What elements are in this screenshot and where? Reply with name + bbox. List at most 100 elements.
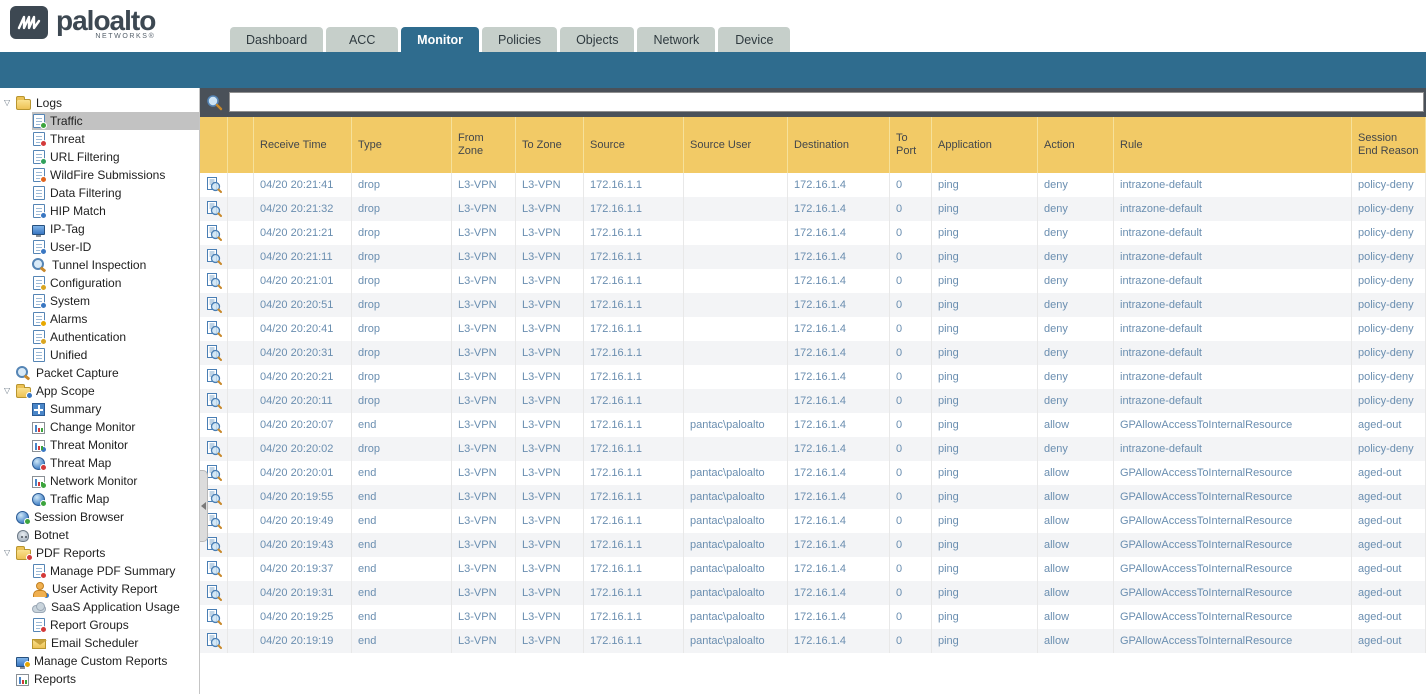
sidebar-item-packet-capture[interactable]: Packet Capture (0, 364, 199, 382)
log-detail-icon[interactable] (200, 173, 228, 197)
sidebar-item-label: Botnet (34, 526, 69, 544)
tab-dashboard[interactable]: Dashboard (230, 27, 323, 52)
sidebar-item-change-monitor[interactable]: Change Monitor (0, 418, 199, 436)
log-detail-icon[interactable] (200, 269, 228, 293)
column-header-source[interactable]: Source (584, 117, 684, 173)
tab-monitor[interactable]: Monitor (401, 27, 479, 52)
cell-to-port: 0 (890, 293, 932, 317)
tree-collapse-arrow[interactable]: ▽ (4, 544, 16, 562)
sidebar-item-url-filtering[interactable]: URL Filtering (0, 148, 199, 166)
column-header-blank[interactable] (228, 117, 254, 173)
log-row[interactable]: 04/20 20:20:02dropL3-VPNL3-VPN172.16.1.1… (200, 437, 1426, 461)
sidebar-item-app-scope[interactable]: ▽App Scope (0, 382, 199, 400)
log-row[interactable]: 04/20 20:21:41dropL3-VPNL3-VPN172.16.1.1… (200, 173, 1426, 197)
cell-action: allow (1038, 557, 1114, 581)
sidebar-item-traffic-map[interactable]: Traffic Map (0, 490, 199, 508)
log-row[interactable]: 04/20 20:19:43endL3-VPNL3-VPN172.16.1.1p… (200, 533, 1426, 557)
log-row[interactable]: 04/20 20:20:41dropL3-VPNL3-VPN172.16.1.1… (200, 317, 1426, 341)
log-row[interactable]: 04/20 20:21:11dropL3-VPNL3-VPN172.16.1.1… (200, 245, 1426, 269)
sidebar-item-configuration[interactable]: Configuration (0, 274, 199, 292)
log-row[interactable]: 04/20 20:19:25endL3-VPNL3-VPN172.16.1.1p… (200, 605, 1426, 629)
log-row[interactable]: 04/20 20:20:51dropL3-VPNL3-VPN172.16.1.1… (200, 293, 1426, 317)
log-row[interactable]: 04/20 20:21:21dropL3-VPNL3-VPN172.16.1.1… (200, 221, 1426, 245)
sidebar-item-user-activity-report[interactable]: User Activity Report (0, 580, 199, 598)
sidebar-collapse-handle[interactable] (200, 470, 208, 542)
column-header-type[interactable]: Type (352, 117, 452, 173)
log-detail-icon[interactable] (200, 317, 228, 341)
log-row[interactable]: 04/20 20:21:32dropL3-VPNL3-VPN172.16.1.1… (200, 197, 1426, 221)
sidebar-item-logs[interactable]: ▽Logs (0, 94, 199, 112)
tree-collapse-arrow[interactable]: ▽ (4, 382, 16, 400)
log-detail-icon[interactable] (200, 413, 228, 437)
sidebar-item-report-groups[interactable]: Report Groups (0, 616, 199, 634)
column-header-from-zone[interactable]: From Zone (452, 117, 516, 173)
log-row[interactable]: 04/20 20:20:07endL3-VPNL3-VPN172.16.1.1p… (200, 413, 1426, 437)
cell-destination: 172.16.1.4 (788, 605, 890, 629)
column-header-action[interactable]: Action (1038, 117, 1114, 173)
sidebar-item-threat-map[interactable]: Threat Map (0, 454, 199, 472)
sidebar-item-authentication[interactable]: Authentication (0, 328, 199, 346)
log-row[interactable]: 04/20 20:20:31dropL3-VPNL3-VPN172.16.1.1… (200, 341, 1426, 365)
log-filter-input[interactable] (229, 92, 1424, 112)
column-header-rule[interactable]: Rule (1114, 117, 1352, 173)
sidebar-item-saas-application-usage[interactable]: SaaS Application Usage (0, 598, 199, 616)
sidebar-item-ip-tag[interactable]: IP-Tag (0, 220, 199, 238)
sidebar-item-threat-monitor[interactable]: Threat Monitor (0, 436, 199, 454)
log-row[interactable]: 04/20 20:19:19endL3-VPNL3-VPN172.16.1.1p… (200, 629, 1426, 653)
log-detail-icon[interactable] (200, 245, 228, 269)
column-header-receive-time[interactable]: Receive Time (254, 117, 352, 173)
sidebar-item-email-scheduler[interactable]: Email Scheduler (0, 634, 199, 652)
log-row[interactable]: 04/20 20:19:31endL3-VPNL3-VPN172.16.1.1p… (200, 581, 1426, 605)
column-header-application[interactable]: Application (932, 117, 1038, 173)
log-row[interactable]: 04/20 20:21:01dropL3-VPNL3-VPN172.16.1.1… (200, 269, 1426, 293)
column-header-to-port[interactable]: To Port (890, 117, 932, 173)
sidebar-item-unified[interactable]: Unified (0, 346, 199, 364)
tree-collapse-arrow[interactable]: ▽ (4, 94, 16, 112)
log-detail-icon[interactable] (200, 389, 228, 413)
sidebar-item-hip-match[interactable]: HIP Match (0, 202, 199, 220)
sidebar-item-threat[interactable]: Threat (0, 130, 199, 148)
sidebar-item-data-filtering[interactable]: Data Filtering (0, 184, 199, 202)
cell-source: 172.16.1.1 (584, 269, 684, 293)
log-row[interactable]: 04/20 20:20:21dropL3-VPNL3-VPN172.16.1.1… (200, 365, 1426, 389)
sidebar-item-botnet[interactable]: Botnet (0, 526, 199, 544)
sidebar-item-pdf-reports[interactable]: ▽PDF Reports (0, 544, 199, 562)
sidebar-item-traffic[interactable]: Traffic (0, 112, 199, 130)
log-row[interactable]: 04/20 20:20:11dropL3-VPNL3-VPN172.16.1.1… (200, 389, 1426, 413)
log-detail-icon[interactable] (200, 341, 228, 365)
sidebar-item-tunnel-inspection[interactable]: Tunnel Inspection (0, 256, 199, 274)
sidebar-item-summary[interactable]: Summary (0, 400, 199, 418)
log-row[interactable]: 04/20 20:19:49endL3-VPNL3-VPN172.16.1.1p… (200, 509, 1426, 533)
sidebar-item-alarms[interactable]: Alarms (0, 310, 199, 328)
log-row[interactable]: 04/20 20:20:01endL3-VPNL3-VPN172.16.1.1p… (200, 461, 1426, 485)
tab-objects[interactable]: Objects (560, 27, 634, 52)
sidebar-item-system[interactable]: System (0, 292, 199, 310)
column-header-blank[interactable] (200, 117, 228, 173)
sidebar-item-manage-pdf-summary[interactable]: Manage PDF Summary (0, 562, 199, 580)
sidebar-item-reports[interactable]: Reports (0, 670, 199, 688)
log-detail-icon[interactable] (200, 437, 228, 461)
sidebar-item-network-monitor[interactable]: Network Monitor (0, 472, 199, 490)
log-detail-icon[interactable] (200, 629, 228, 653)
log-detail-icon[interactable] (200, 197, 228, 221)
log-detail-icon[interactable] (200, 557, 228, 581)
log-detail-icon[interactable] (200, 581, 228, 605)
log-row[interactable]: 04/20 20:19:55endL3-VPNL3-VPN172.16.1.1p… (200, 485, 1426, 509)
log-detail-icon[interactable] (200, 605, 228, 629)
log-row[interactable]: 04/20 20:19:37endL3-VPNL3-VPN172.16.1.1p… (200, 557, 1426, 581)
sidebar-item-user-id[interactable]: User-ID (0, 238, 199, 256)
sidebar-item-wildfire-submissions[interactable]: WildFire Submissions (0, 166, 199, 184)
tab-policies[interactable]: Policies (482, 27, 557, 52)
column-header-to-zone[interactable]: To Zone (516, 117, 584, 173)
log-detail-icon[interactable] (200, 365, 228, 389)
sidebar-item-manage-custom-reports[interactable]: Manage Custom Reports (0, 652, 199, 670)
tab-network[interactable]: Network (637, 27, 715, 52)
sidebar-item-session-browser[interactable]: Session Browser (0, 508, 199, 526)
log-detail-icon[interactable] (200, 293, 228, 317)
tab-device[interactable]: Device (718, 27, 790, 52)
column-header-source-user[interactable]: Source User (684, 117, 788, 173)
column-header-destination[interactable]: Destination (788, 117, 890, 173)
log-detail-icon[interactable] (200, 221, 228, 245)
column-header-session-end-reason[interactable]: Session End Reason (1352, 117, 1426, 173)
tab-acc[interactable]: ACC (326, 27, 398, 52)
